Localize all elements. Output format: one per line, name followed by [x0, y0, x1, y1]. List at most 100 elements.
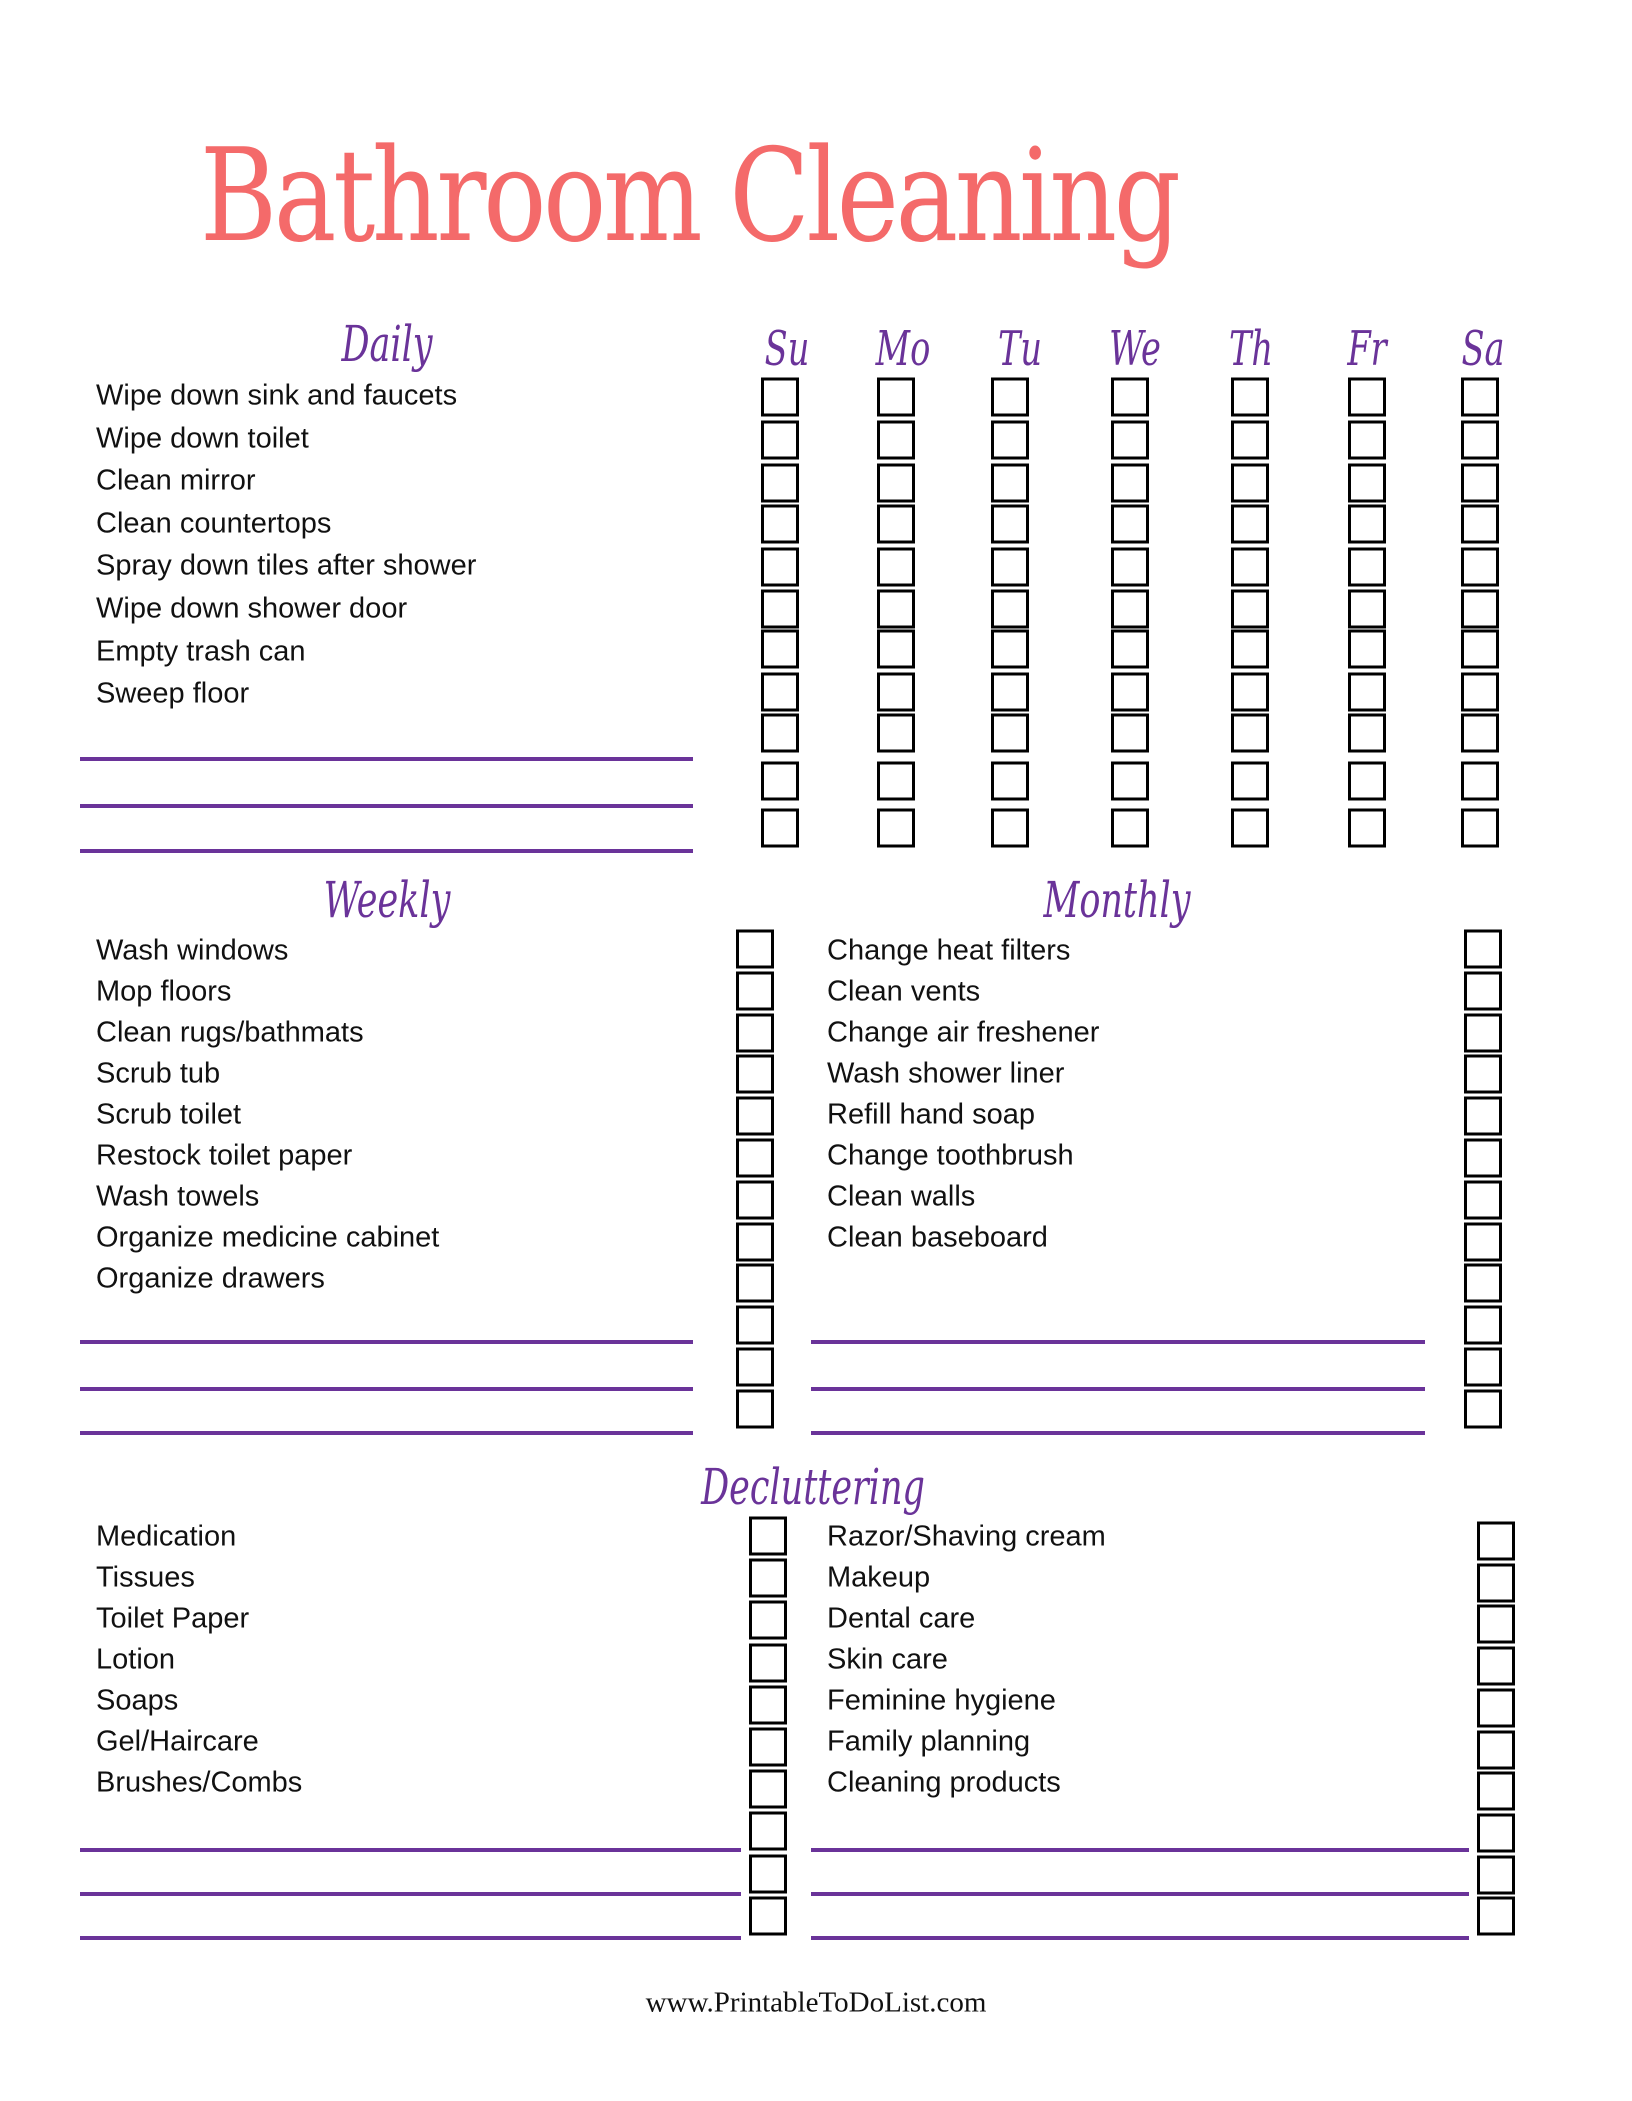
declutter-checkbox[interactable]: [749, 1896, 787, 1936]
monthly-checkbox[interactable]: [1464, 1138, 1502, 1178]
daily-checkbox[interactable]: [1348, 713, 1386, 753]
daily-checkbox[interactable]: [1461, 420, 1499, 460]
daily-checkbox[interactable]: [1111, 672, 1149, 712]
daily-checkbox[interactable]: [991, 761, 1029, 801]
weekly-checkbox[interactable]: [736, 1013, 774, 1053]
daily-checkbox[interactable]: [1111, 420, 1149, 460]
daily-checkbox[interactable]: [761, 713, 799, 753]
weekly-checkbox[interactable]: [736, 1222, 774, 1262]
daily-checkbox[interactable]: [1111, 377, 1149, 417]
daily-checkbox[interactable]: [877, 420, 915, 460]
monthly-checkbox[interactable]: [1464, 971, 1502, 1011]
daily-checkbox[interactable]: [991, 377, 1029, 417]
daily-checkbox[interactable]: [761, 589, 799, 629]
declutter-checkbox[interactable]: [1477, 1730, 1515, 1769]
daily-checkbox[interactable]: [1111, 761, 1149, 801]
daily-checkbox[interactable]: [877, 713, 915, 753]
daily-checkbox[interactable]: [877, 589, 915, 629]
daily-checkbox[interactable]: [991, 808, 1029, 848]
daily-checkbox[interactable]: [1348, 463, 1386, 503]
weekly-checkbox[interactable]: [736, 1263, 774, 1303]
monthly-checkbox[interactable]: [1464, 1054, 1502, 1094]
daily-checkbox[interactable]: [1348, 672, 1386, 712]
declutter-checkbox[interactable]: [749, 1516, 787, 1556]
daily-checkbox[interactable]: [1461, 504, 1499, 544]
monthly-checkbox[interactable]: [1464, 1222, 1502, 1262]
daily-checkbox[interactable]: [877, 761, 915, 801]
daily-checkbox[interactable]: [1231, 672, 1269, 712]
daily-checkbox[interactable]: [761, 808, 799, 848]
daily-checkbox[interactable]: [1461, 377, 1499, 417]
daily-checkbox[interactable]: [1461, 761, 1499, 801]
daily-checkbox[interactable]: [1348, 420, 1386, 460]
daily-checkbox[interactable]: [877, 808, 915, 848]
daily-checkbox[interactable]: [1231, 504, 1269, 544]
daily-checkbox[interactable]: [1111, 713, 1149, 753]
monthly-checkbox[interactable]: [1464, 1305, 1502, 1345]
monthly-checkbox[interactable]: [1464, 1013, 1502, 1053]
weekly-checkbox[interactable]: [736, 971, 774, 1011]
daily-checkbox[interactable]: [1111, 589, 1149, 629]
daily-checkbox[interactable]: [1111, 547, 1149, 587]
daily-checkbox[interactable]: [1231, 589, 1269, 629]
declutter-checkbox[interactable]: [1477, 1896, 1515, 1936]
declutter-checkbox[interactable]: [1477, 1688, 1515, 1728]
weekly-checkbox[interactable]: [736, 1347, 774, 1387]
daily-checkbox[interactable]: [991, 672, 1029, 712]
daily-checkbox[interactable]: [1348, 547, 1386, 587]
declutter-checkbox[interactable]: [1477, 1521, 1515, 1561]
declutter-checkbox[interactable]: [749, 1769, 787, 1809]
daily-checkbox[interactable]: [761, 672, 799, 712]
declutter-checkbox[interactable]: [1477, 1604, 1515, 1644]
daily-checkbox[interactable]: [991, 463, 1029, 503]
daily-checkbox[interactable]: [761, 504, 799, 544]
daily-checkbox[interactable]: [877, 629, 915, 669]
daily-checkbox[interactable]: [1461, 713, 1499, 753]
daily-checkbox[interactable]: [1461, 629, 1499, 669]
daily-checkbox[interactable]: [1461, 808, 1499, 848]
weekly-checkbox[interactable]: [736, 1305, 774, 1345]
declutter-checkbox[interactable]: [749, 1727, 787, 1767]
daily-checkbox[interactable]: [1111, 463, 1149, 503]
weekly-checkbox[interactable]: [736, 1138, 774, 1178]
daily-checkbox[interactable]: [761, 420, 799, 460]
weekly-checkbox[interactable]: [736, 1054, 774, 1094]
declutter-checkbox[interactable]: [1477, 1771, 1515, 1811]
daily-checkbox[interactable]: [1348, 629, 1386, 669]
daily-checkbox[interactable]: [991, 420, 1029, 460]
monthly-checkbox[interactable]: [1464, 1180, 1502, 1220]
declutter-checkbox[interactable]: [1477, 1813, 1515, 1853]
daily-checkbox[interactable]: [1111, 504, 1149, 544]
daily-checkbox[interactable]: [1231, 463, 1269, 503]
daily-checkbox[interactable]: [877, 504, 915, 544]
daily-checkbox[interactable]: [1111, 808, 1149, 848]
daily-checkbox[interactable]: [761, 463, 799, 503]
daily-checkbox[interactable]: [877, 463, 915, 503]
daily-checkbox[interactable]: [1461, 589, 1499, 629]
daily-checkbox[interactable]: [1231, 377, 1269, 417]
daily-checkbox[interactable]: [761, 629, 799, 669]
daily-checkbox[interactable]: [991, 629, 1029, 669]
monthly-checkbox[interactable]: [1464, 1347, 1502, 1387]
daily-checkbox[interactable]: [761, 761, 799, 801]
daily-checkbox[interactable]: [1348, 808, 1386, 848]
daily-checkbox[interactable]: [877, 377, 915, 417]
daily-checkbox[interactable]: [1348, 504, 1386, 544]
daily-checkbox[interactable]: [877, 547, 915, 587]
declutter-checkbox[interactable]: [1477, 1563, 1515, 1603]
daily-checkbox[interactable]: [761, 547, 799, 587]
weekly-checkbox[interactable]: [736, 1389, 774, 1429]
monthly-checkbox[interactable]: [1464, 1389, 1502, 1429]
declutter-checkbox[interactable]: [1477, 1646, 1515, 1686]
daily-checkbox[interactable]: [761, 377, 799, 417]
daily-checkbox[interactable]: [991, 713, 1029, 753]
declutter-checkbox[interactable]: [749, 1558, 787, 1598]
daily-checkbox[interactable]: [1348, 589, 1386, 629]
daily-checkbox[interactable]: [1461, 672, 1499, 712]
daily-checkbox[interactable]: [1231, 808, 1269, 848]
daily-checkbox[interactable]: [1231, 629, 1269, 669]
weekly-checkbox[interactable]: [736, 1096, 774, 1136]
declutter-checkbox[interactable]: [749, 1854, 787, 1894]
daily-checkbox[interactable]: [1111, 629, 1149, 669]
monthly-checkbox[interactable]: [1464, 1263, 1502, 1303]
